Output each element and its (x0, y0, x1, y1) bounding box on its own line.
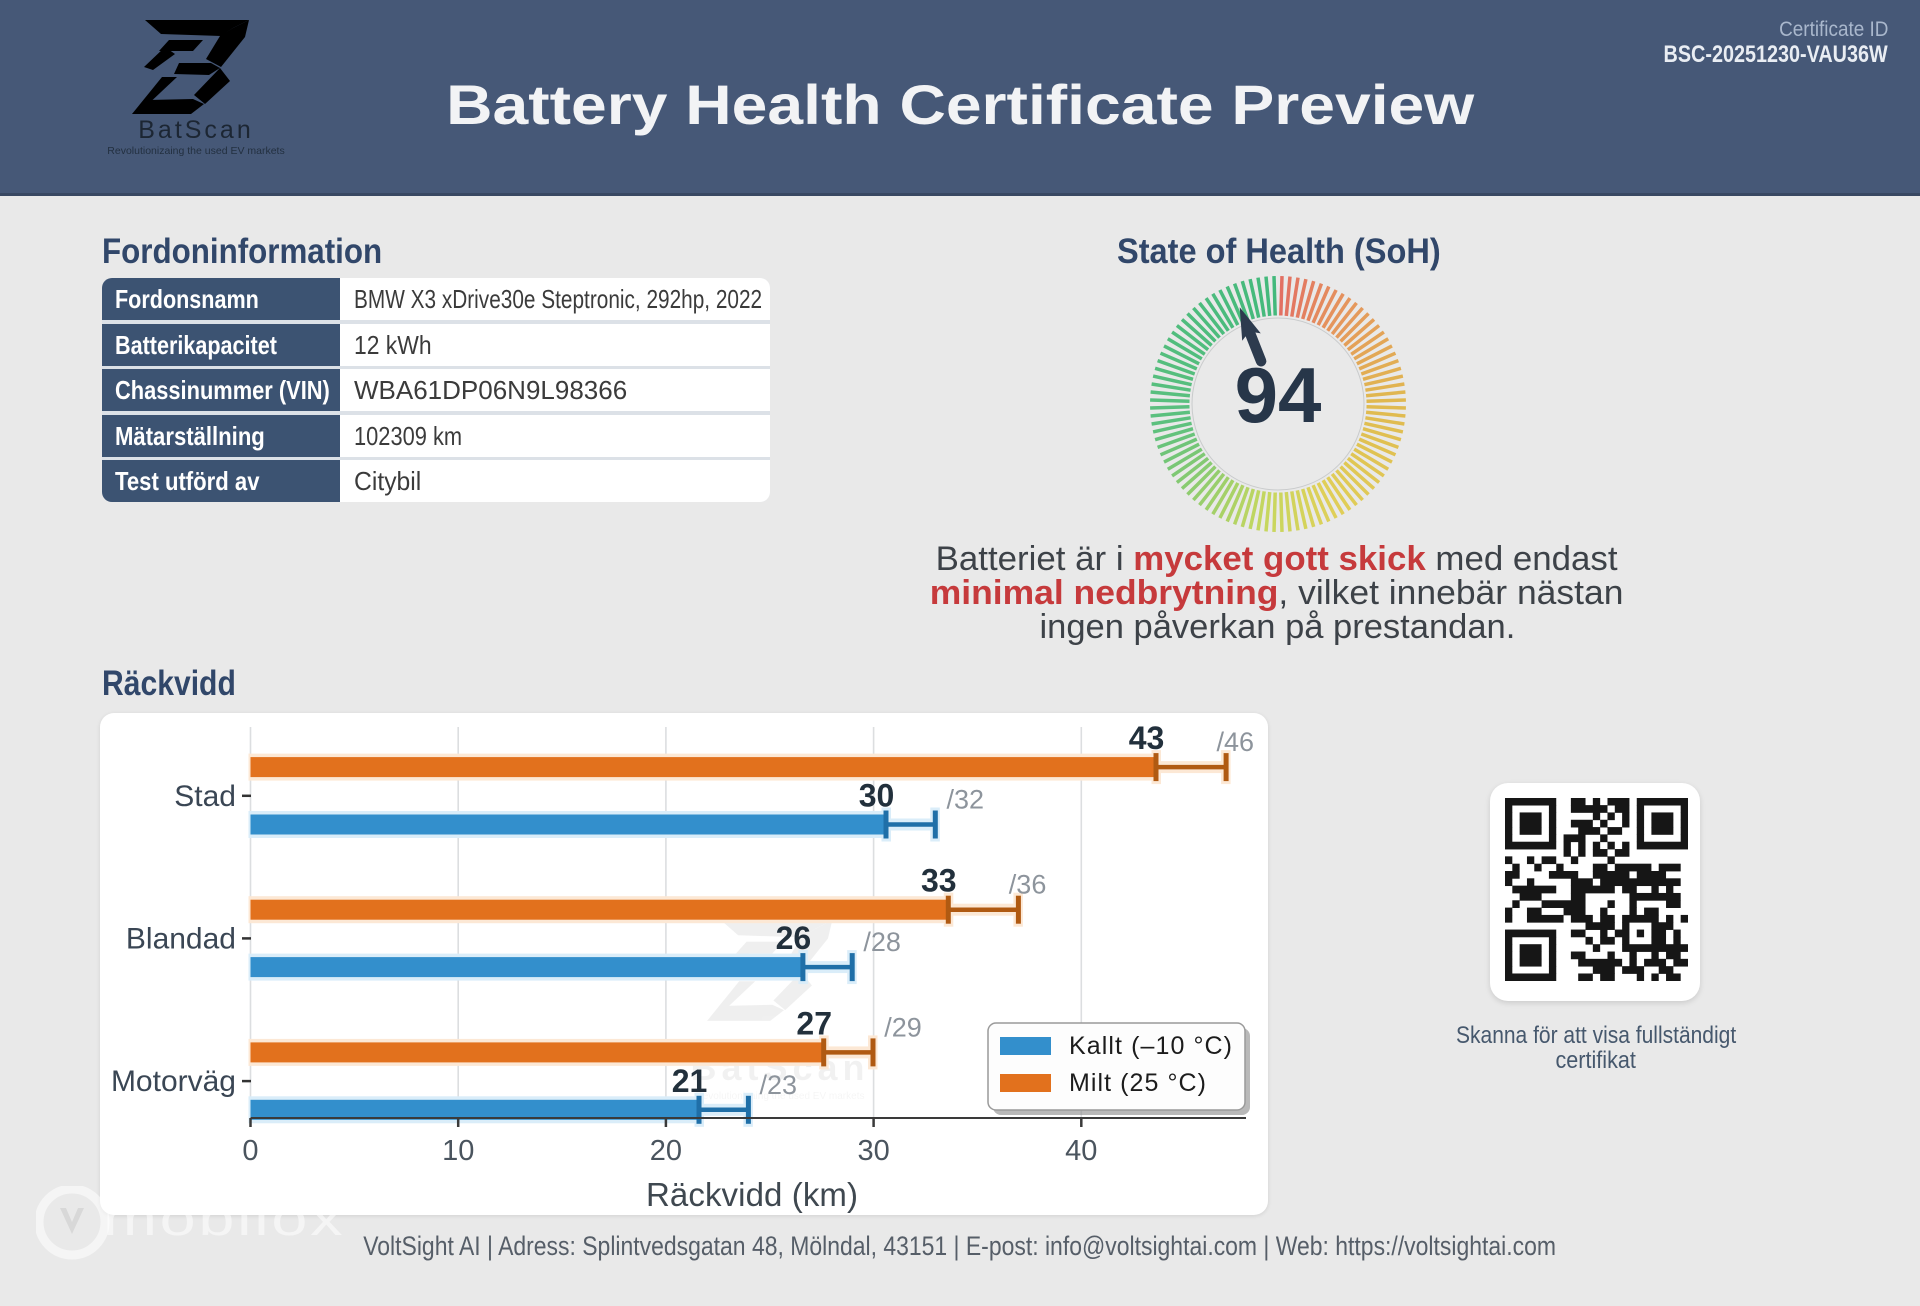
svg-text:/28: /28 (863, 927, 901, 957)
svg-text:26: 26 (776, 920, 812, 956)
svg-text:Kallt (–10 °C): Kallt (–10 °C) (1069, 1032, 1232, 1060)
svg-text:20: 20 (650, 1135, 682, 1167)
svg-text:0: 0 (242, 1135, 258, 1167)
svg-text:/46: /46 (1217, 727, 1255, 757)
svg-text:/29: /29 (884, 1012, 922, 1042)
svg-text:Blandad: Blandad (126, 922, 236, 955)
svg-text:/32: /32 (947, 785, 985, 815)
svg-text:30: 30 (857, 1135, 889, 1167)
svg-text:33: 33 (921, 863, 957, 899)
svg-text:Stad: Stad (174, 780, 236, 813)
svg-text:30: 30 (859, 778, 895, 814)
svg-text:/36: /36 (1009, 870, 1047, 900)
svg-text:/23: /23 (760, 1070, 798, 1100)
svg-text:40: 40 (1065, 1135, 1097, 1167)
svg-text:27: 27 (796, 1005, 832, 1041)
svg-text:Milt (25 °C): Milt (25 °C) (1069, 1069, 1206, 1097)
svg-text:21: 21 (672, 1063, 708, 1099)
svg-text:Motorväg: Motorväg (111, 1065, 236, 1098)
svg-text:Räckvidd (km): Räckvidd (km) (646, 1176, 858, 1213)
svg-text:43: 43 (1129, 720, 1165, 756)
svg-text:10: 10 (442, 1135, 474, 1167)
